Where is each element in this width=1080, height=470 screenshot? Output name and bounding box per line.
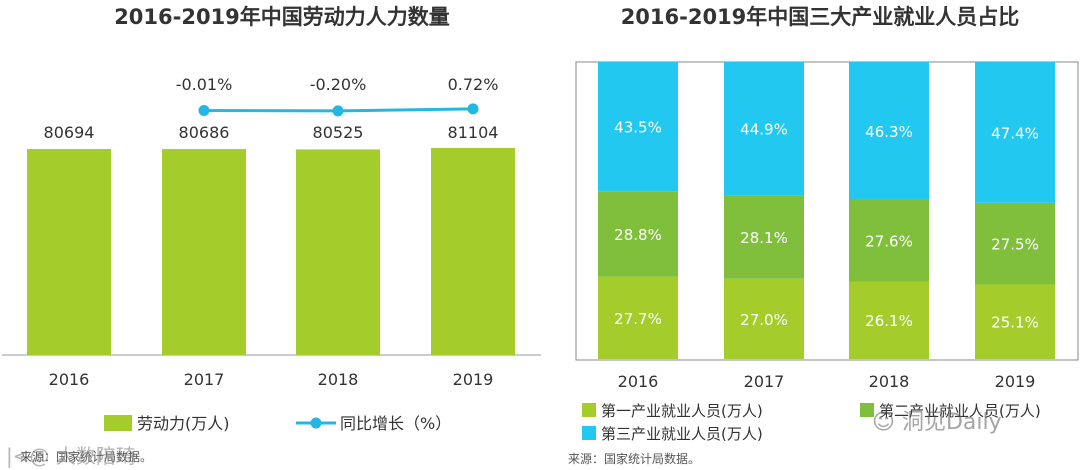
labor-bar-2016 [27,149,111,355]
labor-bar-2017 [162,149,246,355]
stack-label-2-2016: 28.8% [614,226,662,244]
stack-seg-1-2018 [849,281,929,359]
legend-primary-swatch [582,403,596,417]
stack-seg-1-2016 [598,276,678,359]
growth-point-2018 [332,105,344,117]
labor-value-label-2019: 81104 [448,123,499,142]
growth-point-2017 [198,105,210,116]
growth-label-2018: -0.20% [310,75,367,94]
stack-seg-2-2017 [724,195,804,279]
stack-label-3-2017: 44.9% [740,121,788,139]
watermark-right-text: 洞见Daily [901,410,1002,435]
stack-label-3-2019: 47.4% [991,124,1039,142]
growth-point-2019 [467,103,479,115]
stack-label-1-2019: 25.1% [991,314,1039,332]
stack-seg-2-2016 [598,191,678,277]
labor-bar-2019 [431,147,515,355]
watermark-left: |<@ 大数陪琦 [6,444,136,468]
legend-tertiary-label: 第三产业就业人员(万人) [601,425,763,443]
left-x-tick-2017: 2017 [184,370,225,389]
stack-label-1-2018: 26.1% [865,312,913,330]
right-x-tick-2018: 2018 [869,372,910,391]
stack-seg-3-2019 [975,62,1055,203]
right-x-tick-2016: 2016 [618,372,659,391]
stack-seg-2-2018 [849,199,929,282]
labor-value-label-2016: 80694 [44,123,95,142]
right-x-tick-2019: 2019 [995,372,1036,391]
stack-label-2-2018: 27.6% [865,232,913,250]
right-chart-title: 2016-2019年中国三大产业就业人员占比 [621,5,1020,29]
legend-tertiary-swatch [582,426,596,440]
growth-label-2017: -0.01% [176,75,233,94]
legend-primary-label: 第一产业就业人员(万人) [601,402,763,420]
right-chart-frame [575,61,1079,361]
left-x-tick-2018: 2018 [318,370,359,389]
left-chart-title: 2016-2019年中国劳动力人力数量 [114,5,450,29]
stack-seg-3-2016 [598,62,678,192]
stack-seg-3-2018 [849,62,929,200]
stack-label-1-2016: 27.7% [614,310,662,328]
watermark-right: ☺ 洞见Daily [872,404,1002,436]
legend-labor-label: 劳动力(万人) [137,414,230,433]
stack-seg-1-2017 [724,278,804,359]
stack-seg-2-2019 [975,202,1055,285]
legend-labor-swatch [104,415,132,431]
wechat-icon: ☺ [872,410,895,435]
stack-label-2-2017: 28.1% [740,229,788,247]
left-source-note: 来源：国家统计局数据。 [20,449,152,464]
labor-value-label-2018: 80525 [313,123,364,142]
legend-growth-marker [310,417,322,429]
stack-label-3-2018: 46.3% [865,123,913,141]
stack-label-3-2016: 43.5% [614,119,662,137]
legend-secondary-label: 第二产业就业人员(万人) [879,402,1041,420]
legend-secondary-swatch [860,403,874,417]
legend-growth-label: 同比增长（%） [340,414,451,433]
labor-bar-2018 [296,149,380,355]
left-x-tick-2019: 2019 [453,370,494,389]
left-x-tick-2016: 2016 [49,370,90,389]
right-source-note: 来源：国家统计局数据。 [568,451,700,466]
growth-label-2019: 0.72% [448,75,499,94]
stack-label-2-2019: 27.5% [991,236,1039,254]
stack-label-1-2017: 27.0% [740,311,788,329]
right-x-tick-2017: 2017 [744,372,785,391]
stack-seg-1-2019 [975,284,1055,359]
labor-value-label-2017: 80686 [179,123,230,142]
stack-seg-3-2017 [724,62,804,196]
